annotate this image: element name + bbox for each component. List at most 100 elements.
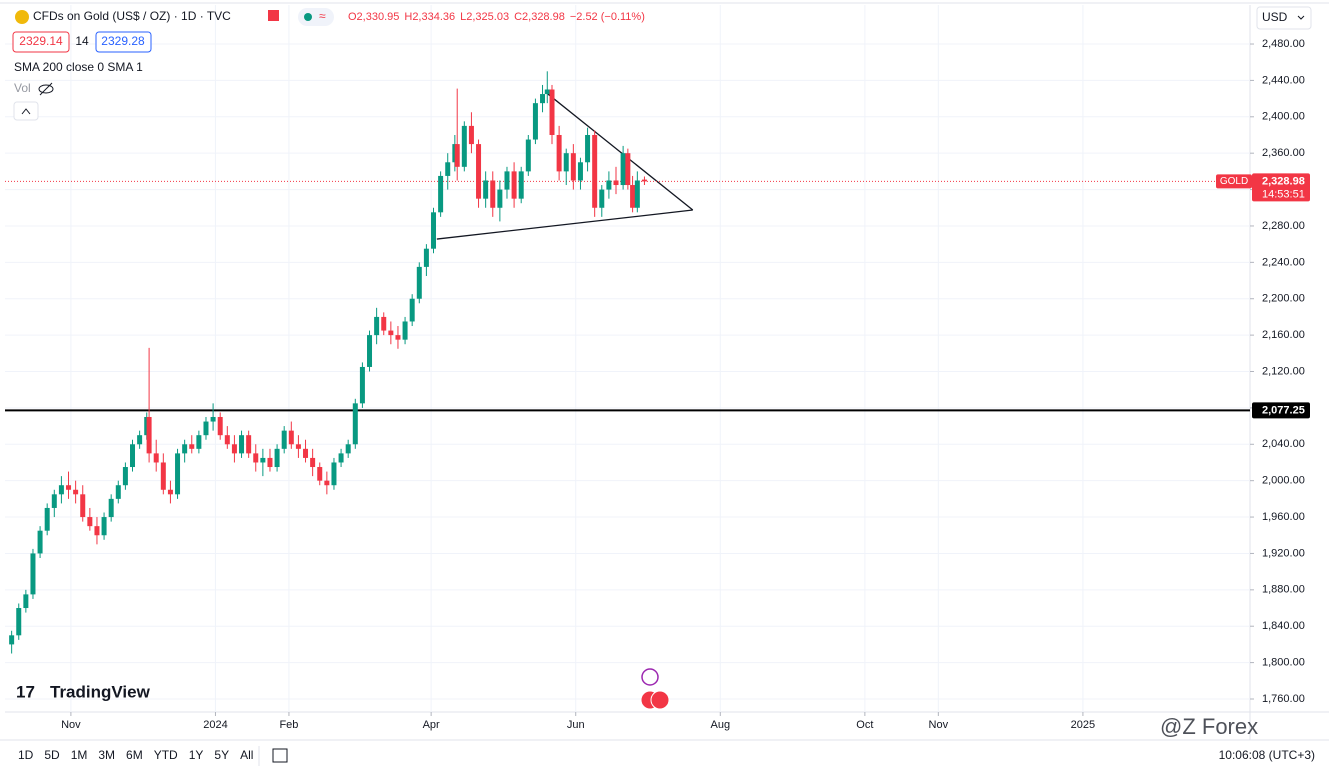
range-button[interactable]: 1M xyxy=(71,748,88,762)
currency-selector[interactable] xyxy=(1256,6,1312,30)
x-tick-label: Nov xyxy=(61,719,81,731)
candle-body xyxy=(73,489,79,495)
x-tick-label: 2024 xyxy=(203,719,227,731)
candle-body xyxy=(9,635,15,645)
y-tick-label: 2,000.00 xyxy=(1262,475,1305,487)
buy-box[interactable] xyxy=(95,31,152,53)
goto-date-icon[interactable] xyxy=(272,748,288,763)
ohlc-value: O2,330.95 xyxy=(348,11,399,23)
y-tick-label: 2,480.00 xyxy=(1262,38,1305,50)
candle-body xyxy=(281,430,287,449)
candle-body xyxy=(66,485,72,490)
last-price-label: 2,328.98 xyxy=(1262,175,1305,187)
range-button[interactable]: 5Y xyxy=(214,748,229,762)
x-tick-label: Oct xyxy=(856,719,873,731)
volume-legend[interactable]: Vol xyxy=(14,81,31,95)
flag-icon[interactable] xyxy=(268,10,279,21)
candle-body xyxy=(224,435,230,445)
brand[interactable]: TradingView xyxy=(50,682,151,701)
candle-body xyxy=(310,457,316,468)
candle-body xyxy=(175,453,181,495)
currency-caret xyxy=(1297,15,1305,20)
ask-price[interactable]: 2329.28 xyxy=(101,34,145,48)
candle-body xyxy=(80,494,86,518)
trend-line xyxy=(547,93,694,211)
candle-body xyxy=(438,175,444,213)
currency-label[interactable]: USD xyxy=(1262,10,1288,24)
collapse-button[interactable] xyxy=(13,101,39,121)
candle-body xyxy=(563,153,569,172)
symbol-title[interactable]: CFDs on Gold (US$ / OZ) · 1D · TVC xyxy=(33,9,231,23)
range-button[interactable]: 1D xyxy=(18,748,34,762)
candle-body xyxy=(87,517,93,527)
candle-body xyxy=(130,444,136,468)
candle-body xyxy=(338,453,344,463)
range-button[interactable]: All xyxy=(240,748,253,762)
symbol-label: GOLD xyxy=(1220,176,1248,187)
hidden-icon-slash xyxy=(39,82,53,96)
range-button[interactable]: 5D xyxy=(44,748,60,762)
range-button[interactable]: 3M xyxy=(98,748,115,762)
candle-body xyxy=(490,180,496,208)
candle-body xyxy=(324,480,330,486)
x-tick-label: Jun xyxy=(567,719,585,731)
x-tick-label: Aug xyxy=(710,719,730,731)
clock: 10:06:08 (UTC+3) xyxy=(1219,748,1315,762)
candle-body xyxy=(468,125,474,145)
hline-label: 2,077.25 xyxy=(1262,404,1305,416)
candle-body xyxy=(585,134,591,163)
candle-body xyxy=(592,134,598,208)
y-tick-label: 2,400.00 xyxy=(1262,111,1305,123)
y-tick-label: 2,200.00 xyxy=(1262,293,1305,305)
collapse-arrow xyxy=(21,108,31,115)
range-button[interactable]: YTD xyxy=(154,748,178,762)
ohlc-values: O2,330.95 H2,334.36 L2,325.03 C2,328.98 −2.5… xyxy=(348,11,645,23)
candle-body xyxy=(613,180,619,186)
candle-body xyxy=(16,608,22,636)
candle-body xyxy=(352,403,358,445)
candle-body xyxy=(182,444,188,454)
candle-body xyxy=(445,162,451,176)
logo-mark: 17 xyxy=(16,682,35,701)
candle-body xyxy=(359,366,365,404)
candle-body xyxy=(217,416,223,436)
candle-body xyxy=(518,171,524,199)
plot xyxy=(5,71,1250,654)
y-tick-label: 1,920.00 xyxy=(1262,547,1305,559)
candle-body xyxy=(504,171,510,190)
candle-body xyxy=(37,530,43,554)
status-pill xyxy=(298,8,334,26)
range-button[interactable]: 1Y xyxy=(189,748,204,762)
candle-body xyxy=(146,416,152,454)
bid-price[interactable]: 2329.14 xyxy=(19,34,63,48)
ohlc-value: −2.52 (−0.11%) xyxy=(570,11,645,23)
candle-body xyxy=(388,330,394,336)
candle-body xyxy=(511,171,517,199)
market-open-dot xyxy=(304,13,312,21)
sell-box[interactable] xyxy=(12,31,70,53)
candle-body xyxy=(160,462,166,490)
grid xyxy=(5,5,1250,712)
candle-body xyxy=(137,435,143,445)
event-icon[interactable] xyxy=(641,668,659,686)
candle-body xyxy=(246,435,252,454)
candle-body xyxy=(239,435,245,454)
indicator-legend[interactable]: SMA 200 close 0 SMA 1 xyxy=(14,60,143,74)
candle-body xyxy=(549,89,555,135)
candle-body xyxy=(274,448,280,468)
trend-line xyxy=(436,209,693,240)
candle-body xyxy=(189,444,195,449)
candle-body xyxy=(203,421,209,436)
candle-body xyxy=(331,462,337,486)
hidden-icon[interactable] xyxy=(38,84,54,94)
candle-body xyxy=(540,94,546,104)
candle-body xyxy=(51,494,57,508)
candle-body xyxy=(295,444,301,449)
candle-body xyxy=(122,467,128,486)
range-button[interactable]: 6M xyxy=(126,748,143,762)
hline-label-box xyxy=(1252,402,1310,419)
candle-body xyxy=(423,248,429,267)
x-tick-label: Apr xyxy=(423,719,440,731)
dividend-icon[interactable] xyxy=(650,690,670,710)
